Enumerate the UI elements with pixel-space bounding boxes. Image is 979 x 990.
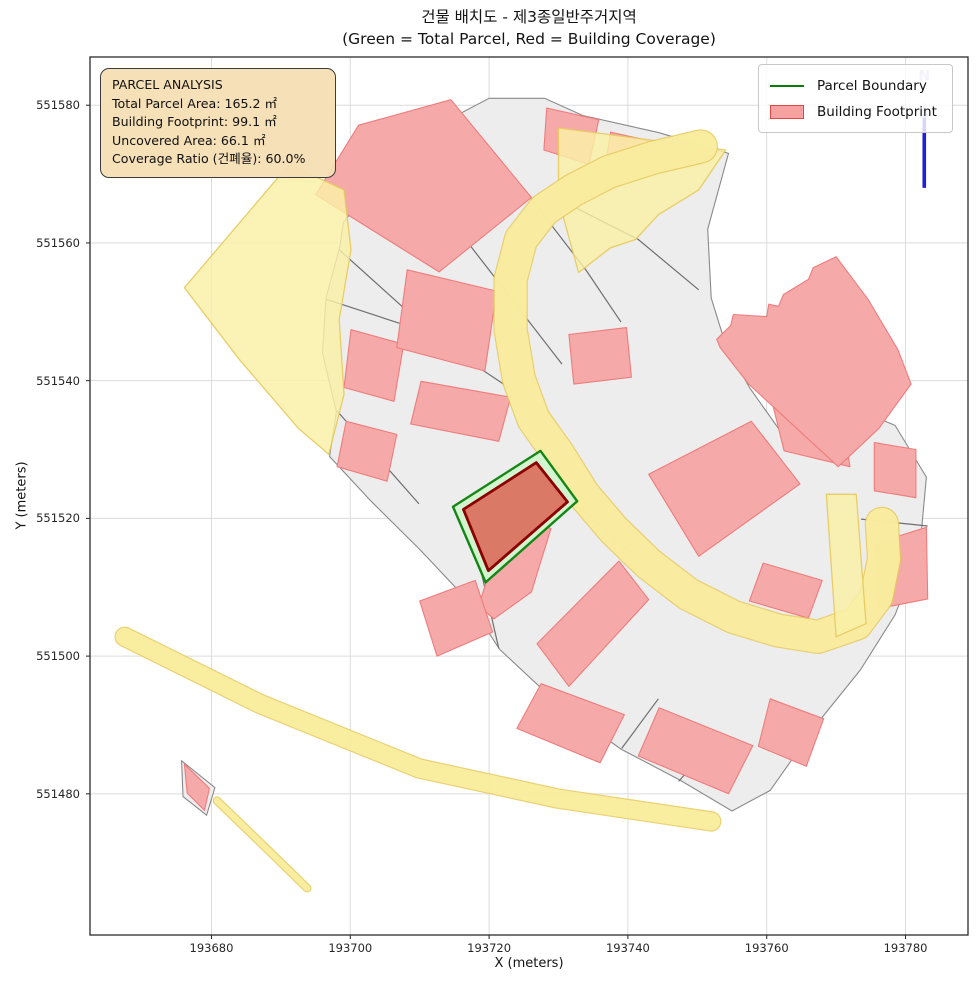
plot-subtitle: (Green = Total Parcel, Red = Building Co… — [342, 30, 716, 49]
x-tick-label: 193760 — [744, 941, 789, 955]
y-tick-label: 551520 — [36, 511, 80, 526]
buildings-layer — [183, 99, 929, 811]
info-box-line: Uncovered Area: 66.1 ㎡ — [112, 132, 266, 148]
road — [183, 163, 352, 455]
building-footprint — [315, 99, 532, 273]
legend-item: Parcel Boundary — [770, 73, 945, 99]
x-axis-label: X (meters) — [494, 956, 564, 971]
plot-title: 건물 배치도 - 제3종일반주거지역 — [421, 8, 637, 26]
y-axis-label: Y (meters) — [14, 461, 30, 530]
highlight-layer — [451, 449, 579, 584]
building-footprint — [343, 329, 405, 402]
x-tick-label: 193700 — [328, 941, 373, 955]
road — [213, 797, 311, 892]
building-footprint — [336, 420, 398, 482]
x-tick-label: 193740 — [605, 941, 650, 955]
road — [825, 493, 867, 638]
parcel-analysis-info-box: PARCEL ANALYSIS Total Parcel Area: 165.2… — [100, 68, 336, 178]
legend-item-label: Parcel Boundary — [817, 78, 927, 94]
legend-line-swatch — [770, 85, 804, 87]
legend-item: Building Footprint — [770, 99, 945, 125]
building-footprint — [873, 442, 917, 499]
y-tick-label: 551580 — [36, 98, 80, 113]
building-footprint — [568, 327, 632, 385]
x-tick-label: 193780 — [883, 941, 928, 955]
axes-layer — [86, 56, 969, 939]
info-box-line: Coverage Ratio (건폐율): 60.0% — [112, 151, 306, 166]
road — [115, 627, 721, 831]
building-footprint — [516, 683, 625, 764]
info-box-lines: Total Parcel Area: 165.2 ㎡ Building Footp… — [112, 95, 325, 169]
building-footprint — [183, 763, 210, 811]
building-footprint — [716, 256, 912, 468]
building-footprint — [419, 579, 494, 657]
building-footprint — [637, 707, 754, 795]
info-box-line: Building Footprint: 99.1 ㎡ — [112, 114, 277, 129]
legend-item-label: Building Footprint — [817, 104, 937, 120]
plot-frame — [89, 56, 969, 936]
building-footprint — [410, 380, 512, 442]
legend: Parcel Boundary Building Footprint — [758, 64, 953, 133]
y-tick-label: 551500 — [36, 649, 80, 664]
y-tick-label: 551560 — [36, 235, 80, 250]
info-box-title: PARCEL ANALYSIS — [112, 77, 223, 92]
y-tick-label: 551540 — [36, 373, 80, 388]
plot-title-block: 건물 배치도 - 제3종일반주거지역 (Green = Total Parcel… — [90, 6, 968, 51]
x-tick-label: 193720 — [467, 941, 512, 955]
parcel-boundary-line — [621, 698, 659, 749]
legend-patch-swatch — [770, 105, 804, 119]
y-tick-label: 551480 — [36, 786, 80, 801]
roads-layer — [114, 127, 902, 893]
building-footprint — [396, 269, 498, 372]
building-footprint — [648, 420, 801, 557]
x-tick-label: 193680 — [189, 941, 234, 955]
info-box-line: Total Parcel Area: 165.2 ㎡ — [112, 95, 278, 111]
building-footprint — [757, 698, 825, 767]
building-footprint — [536, 560, 650, 687]
highlight-building — [461, 461, 569, 573]
